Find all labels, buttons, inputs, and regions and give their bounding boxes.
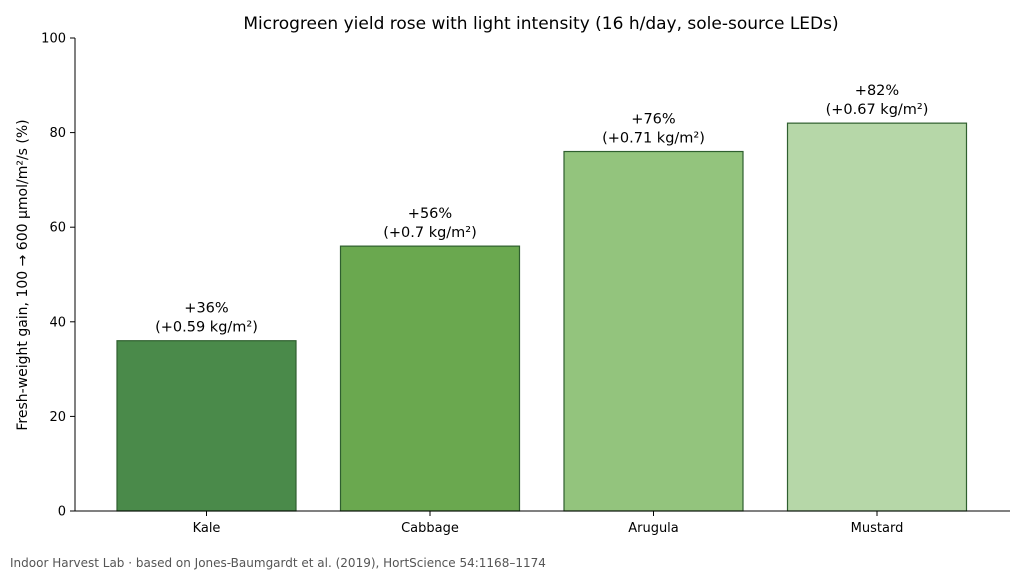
x-tick-label: Kale [193,521,221,536]
y-axis-ticks: 0 20 40 60 80 100 [41,32,75,520]
y-tick: 80 [49,126,75,141]
bar-cabbage [339,245,521,512]
bar-mustard [786,122,968,512]
data-label-absolute: (+0.59 kg/m²) [155,320,258,336]
data-label-absolute: (+0.71 kg/m²) [602,131,705,147]
y-tick-label: 80 [49,126,66,141]
data-label-absolute: (+0.7 kg/m²) [383,225,477,241]
x-axis-ticks: Kale Cabbage Arugula Mustard [193,511,904,536]
data-label-cabbage: +56% (+0.7 kg/m²) [383,206,477,241]
source-note: Indoor Harvest Lab · based on Jones-Baum… [10,556,546,570]
x-tick: Mustard [851,511,904,536]
data-label-percent: +82% [855,83,899,99]
data-label-kale: +36% (+0.59 kg/m²) [155,301,258,336]
y-tick-label: 20 [49,410,66,425]
bar-kale [116,340,297,512]
data-label-arugula: +76% (+0.71 kg/m²) [602,112,705,147]
data-label-percent: +76% [631,112,675,128]
bar-arugula [563,150,744,512]
y-tick-label: 100 [41,32,66,47]
chart-title: Microgreen yield rose with light intensi… [243,14,838,34]
bars [116,122,968,512]
y-axis-label: Fresh-weight gain, 100 → 600 µmol/m²/s (… [15,119,31,430]
data-label-mustard: +82% (+0.67 kg/m²) [826,83,929,118]
y-tick-label: 60 [49,221,66,236]
y-tick: 0 [58,505,75,520]
y-tick: 40 [49,315,75,330]
y-tick: 20 [49,410,75,425]
data-label-percent: +36% [184,301,228,317]
x-tick-label: Arugula [628,521,679,536]
y-tick-label: 0 [58,505,66,520]
data-labels: +36% (+0.59 kg/m²) +56% (+0.7 kg/m²) +76% (+0… [155,83,928,336]
x-tick: Arugula [628,511,679,536]
data-label-absolute: (+0.67 kg/m²) [826,102,929,118]
x-tick: Kale [193,511,221,536]
x-tick: Cabbage [401,511,459,536]
x-tick-label: Mustard [851,521,904,536]
data-label-percent: +56% [408,206,452,222]
x-tick-label: Cabbage [401,521,459,536]
y-tick-label: 40 [49,315,66,330]
y-tick: 100 [41,32,75,47]
y-tick: 60 [49,221,75,236]
